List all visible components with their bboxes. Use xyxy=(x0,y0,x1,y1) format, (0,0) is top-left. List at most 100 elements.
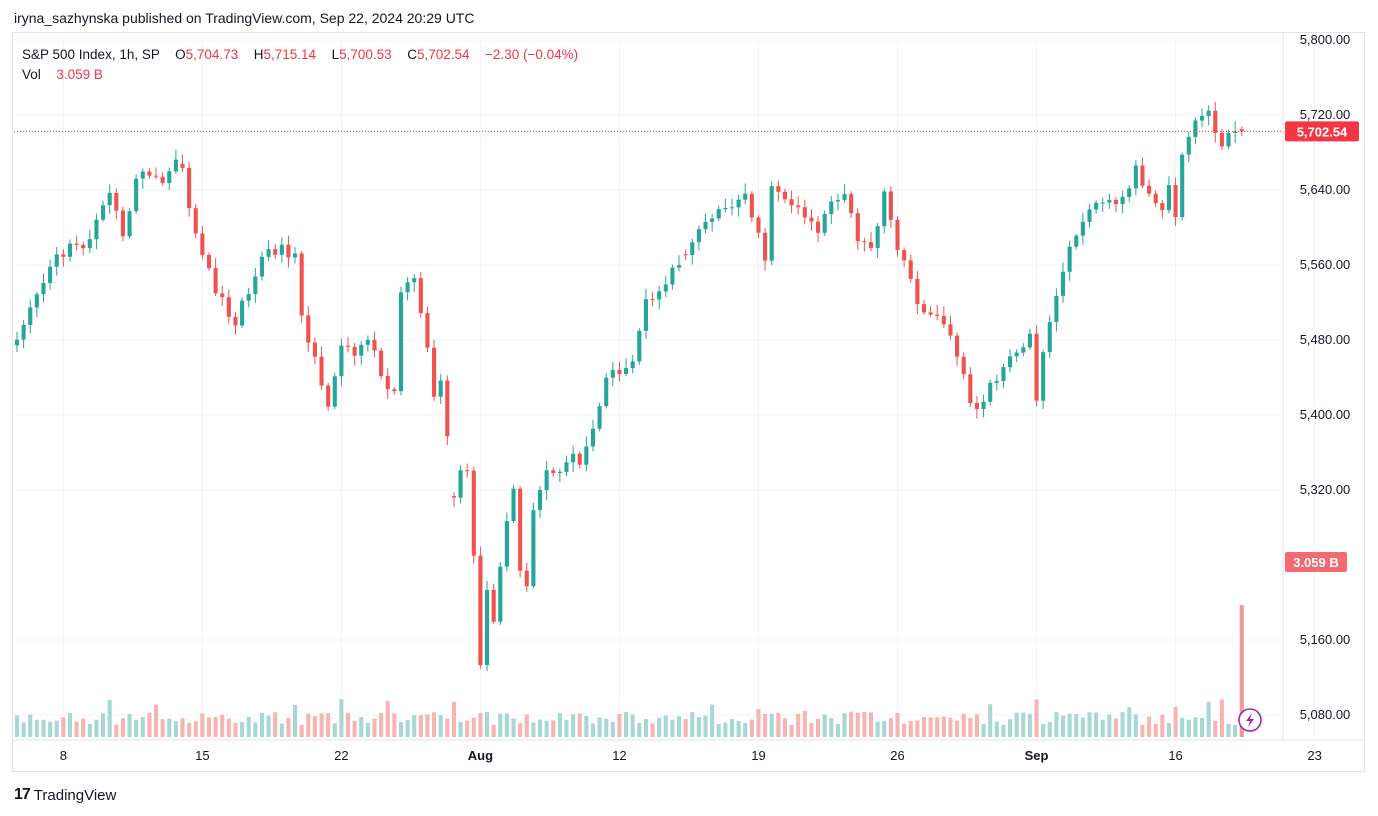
candle-body xyxy=(147,171,152,176)
candle-body xyxy=(445,380,450,437)
tradingview-logo-icon: 17 xyxy=(14,786,31,803)
candle xyxy=(94,213,99,250)
publish-line: iryna_sazhynska published on TradingView… xyxy=(14,10,475,26)
candle-body xyxy=(769,186,774,261)
candle xyxy=(220,285,225,306)
candle-body xyxy=(372,339,377,351)
candle-body xyxy=(279,244,284,255)
volume-bar xyxy=(332,723,337,737)
volume-bar xyxy=(193,721,198,737)
volume-bar xyxy=(1199,718,1205,737)
candle-body xyxy=(94,219,99,240)
volume-bar xyxy=(365,722,370,737)
candle-body xyxy=(1199,116,1205,121)
volume-bar xyxy=(1140,724,1145,737)
volume-bar xyxy=(240,721,245,737)
candle-body xyxy=(749,193,754,218)
candle xyxy=(723,198,728,213)
candle-body xyxy=(1021,347,1026,353)
y-tick-label: 5,640.00 xyxy=(1300,182,1351,197)
candle-body xyxy=(451,496,456,498)
candle xyxy=(392,387,397,395)
x-tick-label: 16 xyxy=(1168,748,1182,763)
tradingview-logo[interactable]: 17 TradingView xyxy=(14,786,116,804)
candle-body xyxy=(716,209,721,219)
candle xyxy=(1140,157,1145,189)
candle xyxy=(895,216,900,257)
candle xyxy=(259,251,265,281)
candle xyxy=(1001,363,1006,389)
candle xyxy=(590,419,596,452)
candle xyxy=(478,546,483,669)
candle-body xyxy=(200,233,205,255)
candle-body xyxy=(1160,203,1165,211)
candle xyxy=(1014,349,1019,363)
candle xyxy=(862,237,867,252)
volume-bar xyxy=(412,715,417,737)
candle-body xyxy=(114,192,119,211)
overlay-layer: 5,702.54 3.059 B xyxy=(14,121,1359,732)
volume-bar xyxy=(524,714,529,737)
candle-body xyxy=(710,218,715,222)
candle-body xyxy=(1120,196,1125,205)
candle-body xyxy=(478,555,483,666)
symbol-label[interactable]: S&P 500 Index, 1h, SP xyxy=(22,47,160,62)
candle xyxy=(796,196,801,215)
candle-body xyxy=(425,313,430,348)
volume-bar xyxy=(511,718,516,737)
high-label: H xyxy=(253,47,264,62)
candle xyxy=(471,466,476,564)
volume-bar xyxy=(153,704,159,737)
candle-body xyxy=(902,250,907,261)
candle xyxy=(1219,128,1224,151)
candle-body xyxy=(345,345,351,347)
candle-body xyxy=(1239,129,1244,132)
candle xyxy=(716,205,721,222)
volume-bar xyxy=(1034,699,1039,737)
candle-body xyxy=(491,589,496,622)
candle xyxy=(451,491,456,508)
candle xyxy=(994,374,999,391)
volume-bar xyxy=(716,723,721,737)
candle-body xyxy=(471,470,476,556)
chart-legend: S&P 500 Index, 1h, SP O5,704.73 H5,715.1… xyxy=(22,45,578,85)
volume-label[interactable]: Vol xyxy=(22,67,41,82)
candle-body xyxy=(908,260,913,279)
volume-bar xyxy=(855,712,860,737)
candle-body xyxy=(518,488,523,571)
candle xyxy=(48,259,53,290)
candle xyxy=(888,186,893,228)
volume-bar xyxy=(120,718,125,737)
volume-bar xyxy=(703,715,708,737)
candle xyxy=(74,235,79,251)
candle xyxy=(240,297,245,328)
candle-body xyxy=(816,221,821,233)
candle xyxy=(372,331,377,358)
volume-bar xyxy=(1206,701,1211,737)
candle-body xyxy=(531,510,536,587)
candle-body xyxy=(557,471,562,473)
volume-bar xyxy=(676,716,682,737)
y-tick-label: 5,480.00 xyxy=(1300,332,1351,347)
y-tick-label: 5,720.00 xyxy=(1300,107,1351,122)
candle-body xyxy=(1219,132,1224,147)
chart-frame[interactable] xyxy=(12,32,1365,772)
volume-bar xyxy=(736,720,741,737)
candle-body xyxy=(994,381,999,383)
candle xyxy=(332,372,337,410)
candle-body xyxy=(809,217,814,222)
candle-body xyxy=(259,256,265,277)
candle-body xyxy=(544,470,549,490)
candle xyxy=(147,168,152,180)
candle xyxy=(683,249,688,260)
candle-body xyxy=(193,208,198,234)
candle-body xyxy=(849,194,854,214)
volume-bar xyxy=(465,720,470,737)
candle xyxy=(299,251,304,323)
volume-bar xyxy=(478,712,483,737)
volume-bar xyxy=(710,704,715,737)
candle-body xyxy=(498,566,503,622)
candle-body xyxy=(921,304,927,313)
candle xyxy=(134,174,139,214)
